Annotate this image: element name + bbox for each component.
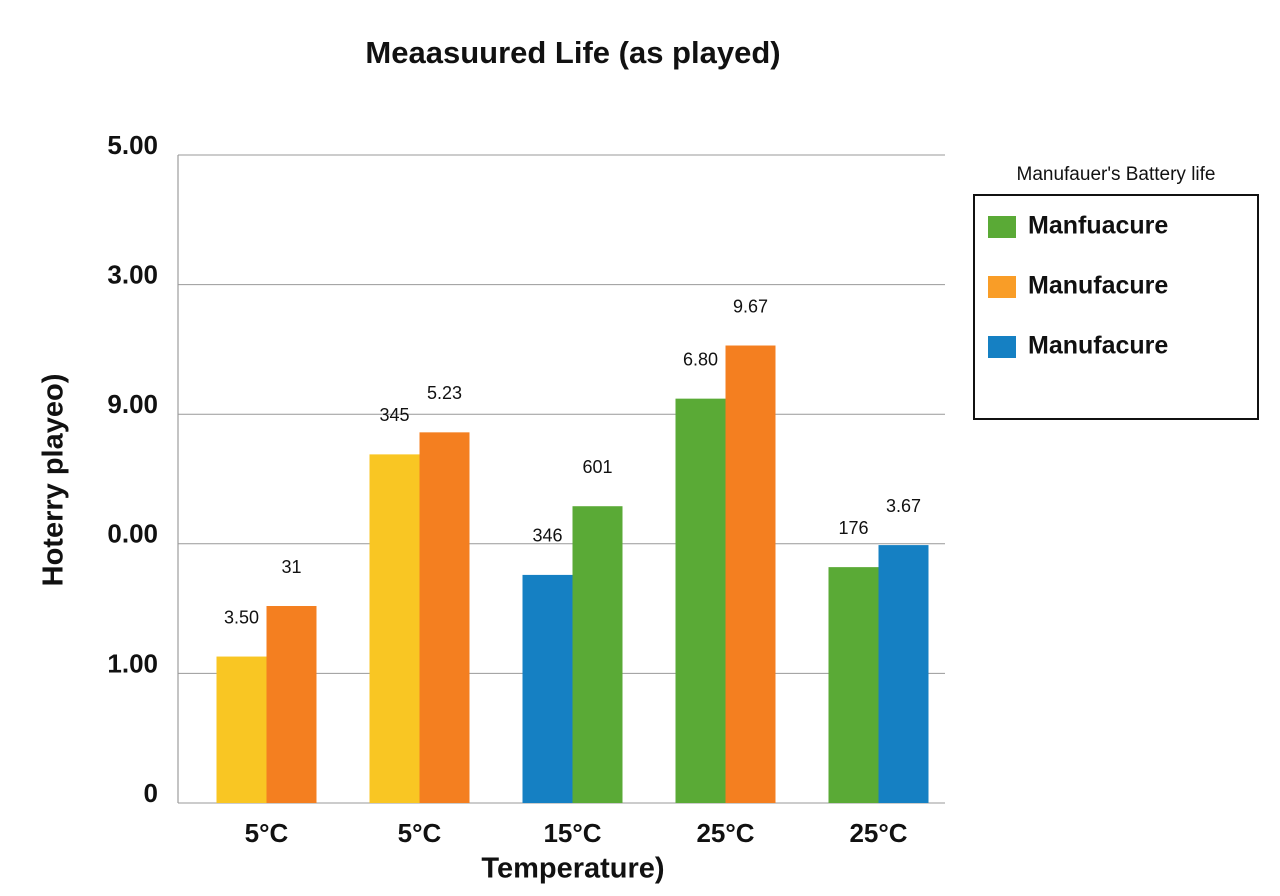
y-tick-label: 3.00 (107, 259, 158, 289)
bar (878, 545, 929, 803)
x-tick-label: 15°C (543, 818, 601, 848)
bar (572, 506, 623, 803)
bar-annotation: 3.67 (886, 496, 921, 516)
x-axis-label: Temperature) (481, 853, 664, 885)
bar-annotation: 5.23 (427, 383, 462, 403)
legend-swatch (988, 216, 1016, 238)
y-tick-label: 9.00 (107, 389, 158, 419)
bar-annotation: 346 (532, 526, 562, 546)
bar-annotation: 3.50 (224, 607, 259, 627)
bar (419, 432, 470, 803)
legend-swatch (988, 276, 1016, 298)
bar (369, 454, 420, 803)
x-tick-label: 5°C (245, 818, 289, 848)
x-tick-label: 25°C (849, 818, 907, 848)
bar (675, 398, 726, 803)
bar-annotation: 31 (281, 557, 301, 577)
bar (216, 656, 267, 803)
y-tick-label: 5.00 (107, 130, 158, 160)
bar-annotation: 345 (379, 405, 409, 425)
bar-annotation: 9.67 (733, 296, 768, 316)
y-tick-label: 0.00 (107, 519, 158, 549)
x-tick-label: 25°C (696, 818, 754, 848)
bar (725, 345, 776, 803)
legend-label: Manufacure (1028, 272, 1168, 300)
bar-annotation: 176 (838, 518, 868, 538)
bar-annotation: 601 (582, 457, 612, 477)
legend-box (973, 194, 1259, 420)
bar (828, 567, 879, 803)
y-tick-label: 0 (144, 778, 158, 808)
bar (266, 606, 317, 803)
chart-title: Meaasuured Life (as played) (365, 35, 780, 70)
x-tick-label: 5°C (398, 818, 442, 848)
legend-swatch (988, 336, 1016, 358)
legend-label: Manufacure (1028, 332, 1168, 360)
y-axis-label: Hoterry playeo) (38, 374, 70, 587)
legend-label: Manfuacure (1028, 212, 1168, 240)
bar-annotation: 6.80 (683, 349, 718, 369)
legend-title: Manufauer's Battery life (1017, 164, 1216, 185)
bar (522, 574, 573, 803)
y-tick-label: 1.00 (107, 648, 158, 678)
